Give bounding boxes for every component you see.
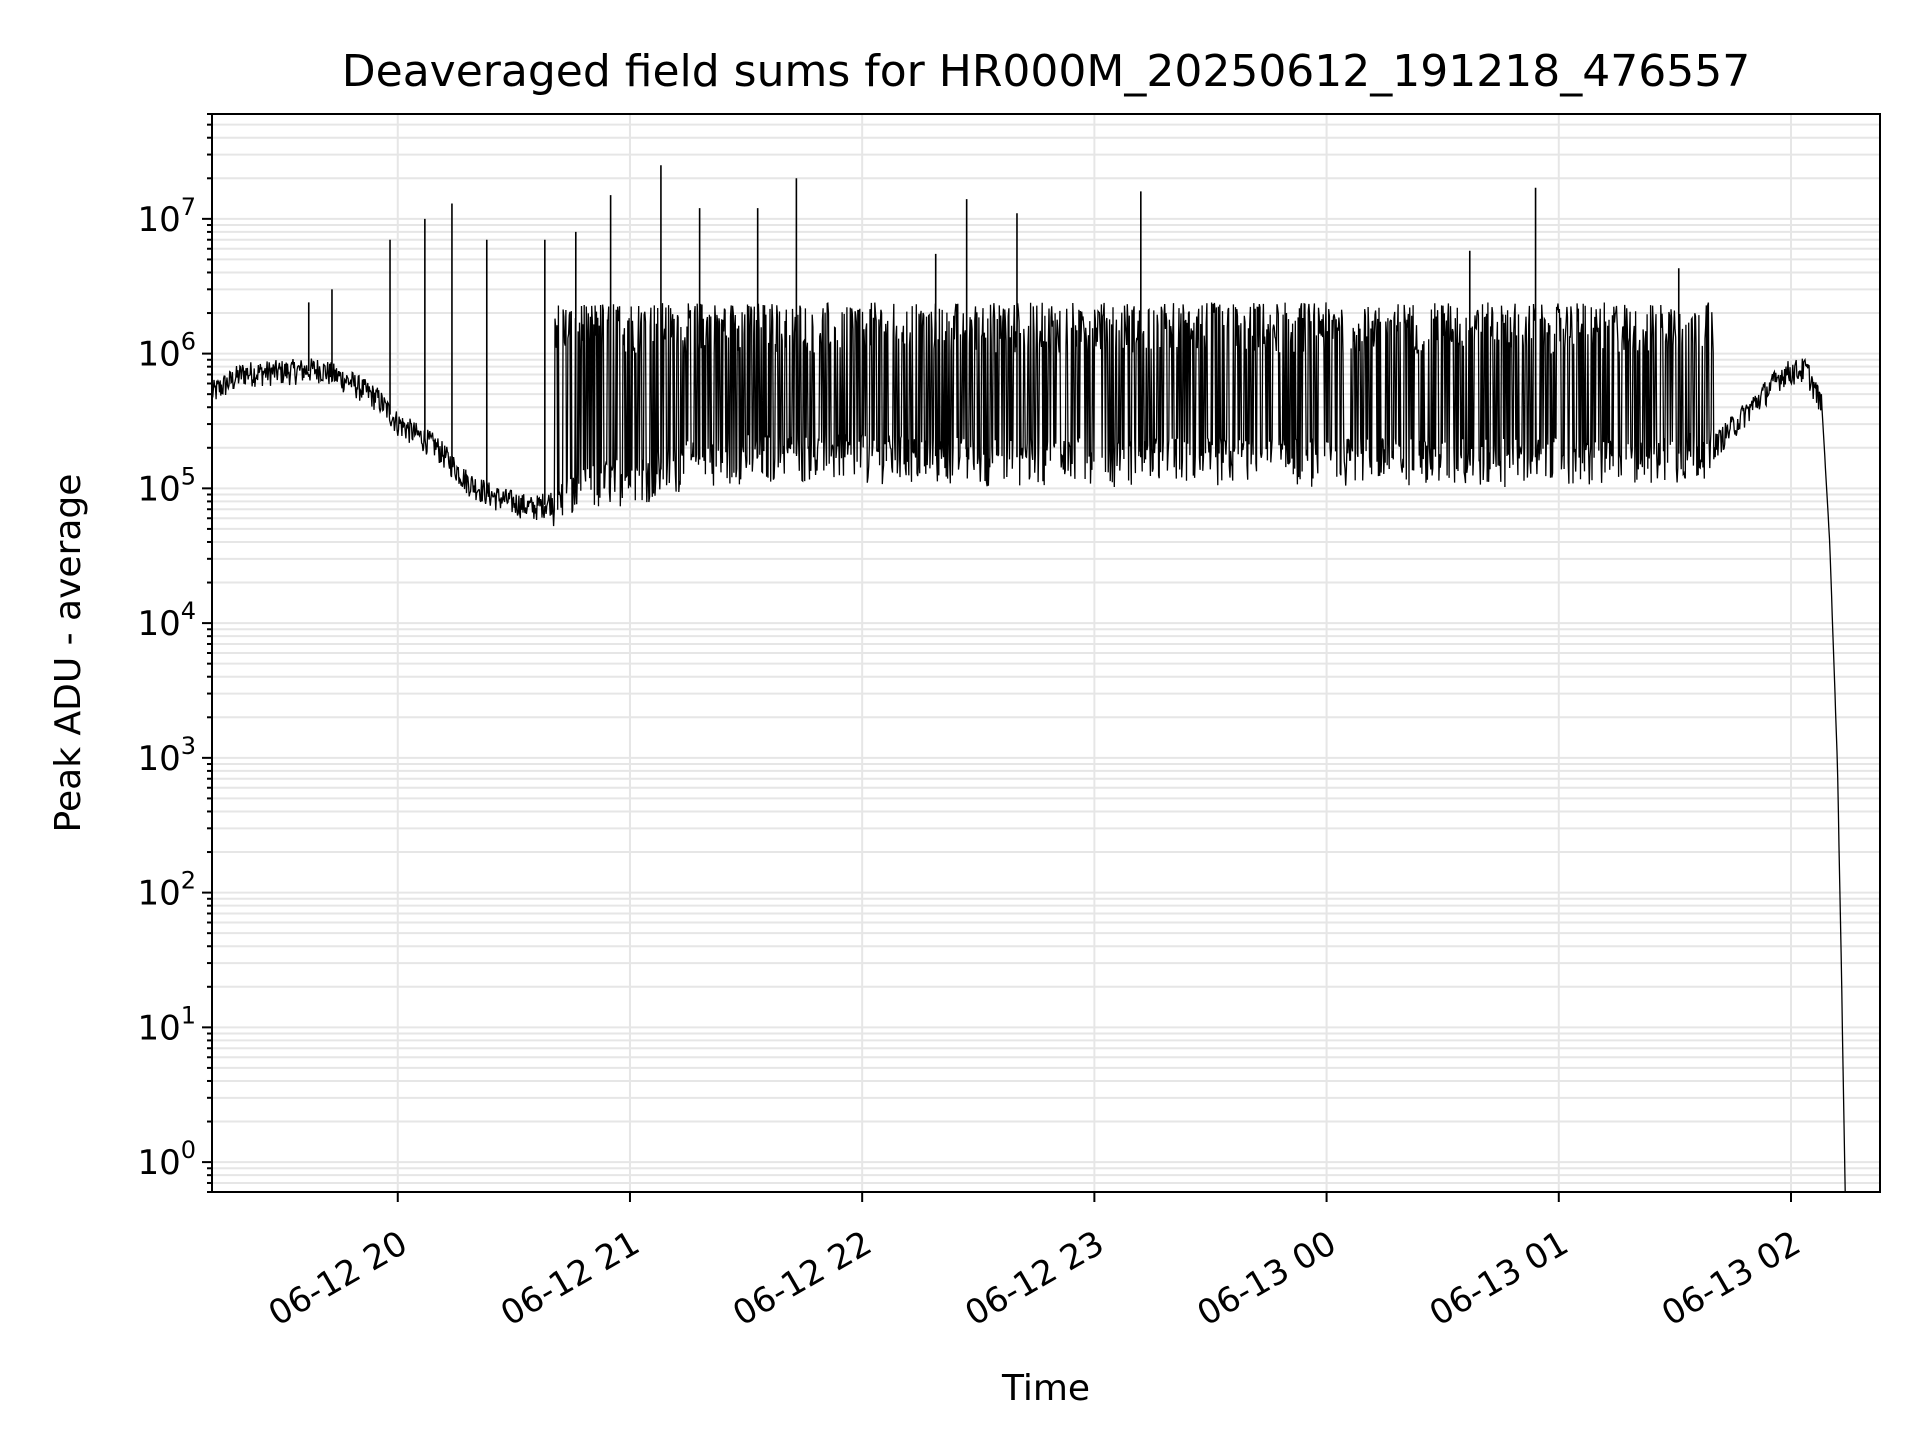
series-line [211, 302, 1846, 1193]
y-tick-label: 106 [137, 328, 196, 375]
y-tick-label-exponent: 3 [181, 732, 196, 760]
y-tick-label-exponent: 5 [181, 462, 196, 490]
y-tick-label-base: 10 [137, 1143, 180, 1183]
y-tick-label-base: 10 [137, 739, 180, 779]
y-tick-label: 104 [137, 597, 196, 644]
y-tick-label-base: 10 [137, 874, 180, 914]
y-tick-label: 100 [137, 1136, 196, 1183]
x-axis-label: Time [1001, 1368, 1090, 1409]
y-tick-label: 103 [137, 732, 196, 779]
y-tick-label-base: 10 [137, 604, 180, 644]
y-tick-label-exponent: 1 [181, 1001, 196, 1029]
series-layer [211, 165, 1846, 1193]
y-tick-label: 101 [137, 1001, 196, 1048]
y-tick-label-exponent: 4 [181, 597, 196, 625]
y-tick-label: 102 [137, 867, 196, 914]
y-tick-label-base: 10 [137, 469, 180, 509]
y-tick-label-exponent: 7 [181, 193, 196, 221]
y-tick-label: 105 [137, 462, 196, 509]
y-tick-label-exponent: 6 [181, 328, 196, 356]
y-tick-label-base: 10 [137, 1008, 180, 1048]
grid-lines [212, 113, 1880, 1193]
y-axis-label: Peak ADU - average [48, 474, 89, 833]
y-tick-label-exponent: 2 [181, 867, 196, 895]
chart-title: Deaveraged field sums for HR000M_2025061… [342, 46, 1750, 97]
y-tick-label: 107 [137, 193, 196, 240]
y-tick-label-exponent: 0 [181, 1136, 196, 1164]
y-tick-label-base: 10 [137, 335, 180, 375]
y-tick-label-base: 10 [137, 200, 180, 240]
